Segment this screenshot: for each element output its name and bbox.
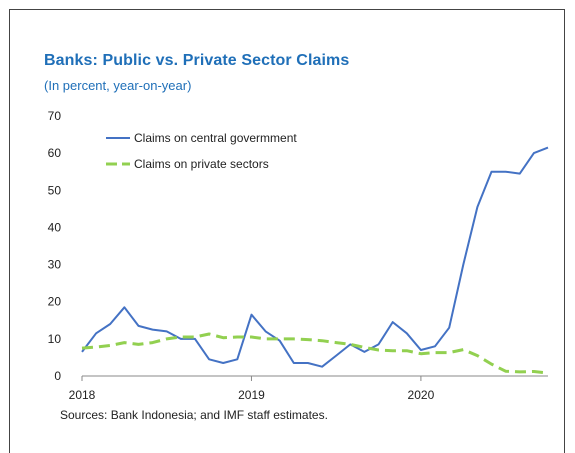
chart-title: Banks: Public vs. Private Sector Claims (44, 52, 350, 69)
y-axis: 0 10 20 30 40 50 60 70 (48, 109, 62, 383)
series-line-central-government (81, 146, 549, 368)
chart-frame (9, 9, 565, 453)
y-tick-label: 30 (48, 258, 62, 272)
series-layer (81, 146, 549, 375)
x-axis: 2018 2019 2020 (69, 375, 548, 402)
y-tick-label: 40 (48, 220, 62, 234)
y-tick-label: 10 (48, 332, 62, 346)
y-tick-label: 0 (54, 369, 61, 383)
x-tick-label: 2019 (238, 388, 265, 402)
legend: Claims on central govermment Claims on pr… (106, 131, 297, 171)
y-tick-label: 20 (48, 295, 62, 309)
legend-label: Claims on central govermment (134, 131, 297, 145)
legend-label: Claims on private sectors (134, 157, 269, 171)
y-tick-label: 60 (48, 146, 62, 160)
series-line-private-sectors (81, 332, 549, 375)
chart-subtitle: (In percent, year-on-year) (44, 78, 192, 93)
x-tick-label: 2018 (69, 388, 96, 402)
y-tick-label: 50 (48, 183, 62, 197)
source-note: Sources: Bank Indonesia; and IMF staff e… (60, 408, 328, 422)
x-tick-label: 2020 (408, 388, 435, 402)
y-tick-label: 70 (48, 109, 62, 123)
